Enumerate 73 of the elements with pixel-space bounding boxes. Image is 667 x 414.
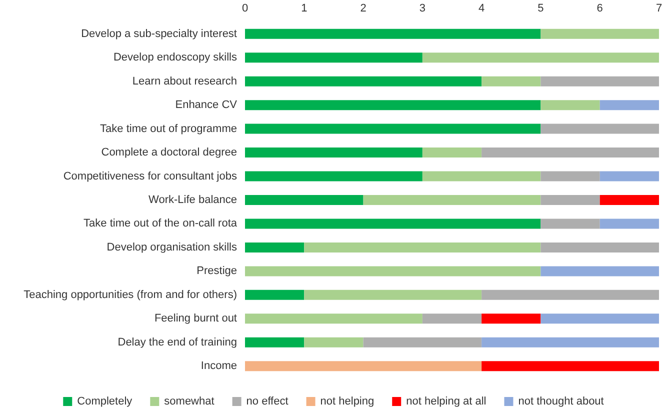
bar [482,314,541,324]
bar [245,218,541,229]
x-tick-label: 0 [242,2,248,14]
bar [482,148,659,158]
bar [422,52,659,63]
bar [482,361,659,372]
bar [245,171,422,182]
legend-label: not helping at all [406,396,486,408]
bar [245,195,364,205]
bar [540,266,659,276]
bar [245,148,422,158]
x-tick-label: 7 [656,2,662,14]
bar [304,242,541,252]
bar [482,76,541,86]
y-tick-label: Take time out of the on-call rota [84,218,238,230]
y-tick-label: Develop organisation skills [106,241,238,254]
bar [245,361,482,372]
y-tick-label: Enhance CV [175,99,238,112]
bar [540,195,600,205]
bar [422,314,482,324]
x-tick-label: 2 [360,2,366,14]
legend-label: somewhat [164,396,214,408]
y-tick-label: Develop endoscopy skills [113,52,238,64]
x-tick-label: 4 [478,2,485,14]
x-tick-label: 1 [301,2,308,14]
y-tick-label: Teaching opportunities (from and for others) [24,288,237,301]
bar [540,218,600,229]
bar [245,100,541,110]
legend-label: no effect [246,396,288,408]
bar [482,290,659,300]
bar [245,124,541,134]
bar [304,337,364,348]
y-tick-label: Prestige [196,265,237,278]
y-tick-label: Feeling burnt out [154,312,237,325]
bar [600,218,659,229]
bar [600,195,659,205]
y-tick-label: Competitiveness for consultant jobs [63,170,238,182]
y-tick-label: Take time out of programme [100,122,237,135]
legend-label: not thought about [518,396,604,408]
bar [245,290,304,300]
bar [245,28,541,39]
bar [245,337,304,348]
bar [245,76,482,86]
bar [540,76,659,86]
bar [245,242,304,252]
y-tick-label: Work-Life balance [148,194,237,206]
y-tick-label: Delay the end of training [118,336,237,348]
bar [245,52,422,63]
y-tick-label: Learn about research [132,75,237,88]
bar [363,195,541,205]
x-tick-label: 3 [419,2,426,14]
legend-label: Completely [77,396,133,408]
bar [363,337,482,348]
bar [245,266,541,276]
x-tick-label: 6 [596,2,603,14]
bar [422,171,541,182]
bar [540,242,659,252]
bar [540,100,600,110]
bar [422,148,482,158]
bar [540,171,600,182]
bar [540,28,659,39]
x-tick-label: 5 [538,2,544,14]
bar [600,171,659,182]
y-tick-label: Income [200,360,237,372]
bar [600,100,659,110]
y-tick-label: Develop a sub-specialty interest [81,28,237,40]
bar [482,337,659,348]
bar [540,314,659,324]
bar [540,124,659,134]
legend-label: not helping [320,396,374,408]
bar [245,314,422,324]
y-tick-label: Complete a doctoral degree [101,146,237,159]
bar [304,290,482,300]
